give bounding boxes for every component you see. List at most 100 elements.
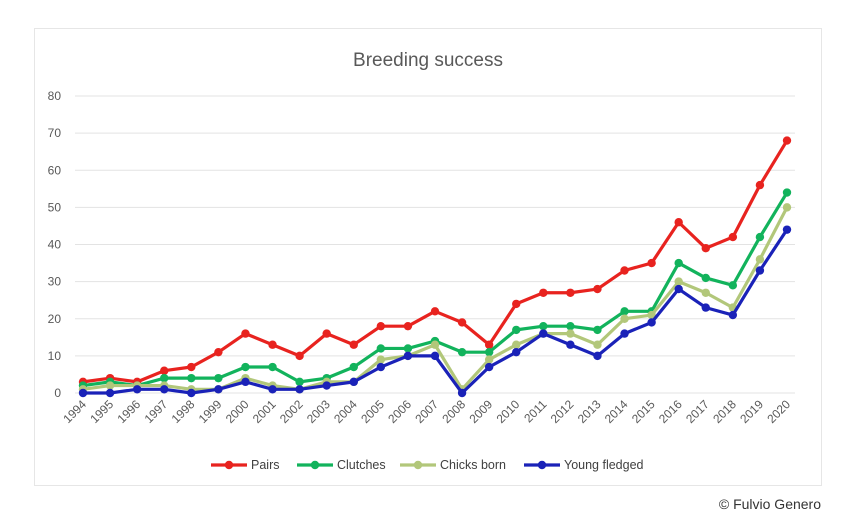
- data-point-clutches: [782, 188, 792, 197]
- x-tick-label: 2014: [602, 397, 631, 426]
- data-point-young-fledged: [322, 381, 331, 390]
- x-tick-label: 2016: [656, 397, 685, 426]
- x-tick-label: 2004: [331, 397, 360, 426]
- x-tick-label: 2013: [575, 397, 604, 426]
- legend-label-young-fledged: Young fledged: [564, 458, 644, 472]
- data-point-young-fledged: [295, 385, 304, 394]
- data-point-young-fledged: [782, 225, 792, 234]
- x-tick-label: 2011: [521, 397, 549, 425]
- x-tick-label: 1999: [196, 397, 225, 426]
- data-point-pairs: [457, 318, 467, 327]
- data-point-clutches: [349, 362, 358, 372]
- chart-frame: Breeding success 0 10 20 30 40 50 60 70 80 1994 1…: [34, 28, 822, 486]
- y-tick-label: 50: [48, 200, 62, 214]
- x-tick-label: 2010: [494, 397, 523, 426]
- data-point-clutches: [512, 325, 521, 335]
- data-point-clutches: [566, 321, 575, 331]
- series-lines: [78, 136, 792, 398]
- data-point-young-fledged: [403, 351, 413, 361]
- data-point-chicks-born: [566, 329, 575, 338]
- data-point-pairs: [674, 218, 683, 227]
- data-point-clutches: [701, 273, 710, 283]
- data-point-chicks-born: [620, 314, 629, 323]
- legend-marker-pairs: [224, 460, 234, 470]
- data-point-clutches: [755, 232, 765, 242]
- data-point-clutches: [214, 373, 223, 383]
- legend-label-clutches: Clutches: [337, 458, 386, 472]
- data-point-young-fledged: [674, 284, 683, 294]
- data-point-young-fledged: [755, 266, 765, 275]
- data-point-young-fledged: [160, 385, 169, 394]
- y-tick-label: 0: [54, 386, 61, 400]
- y-tick-label: 40: [48, 238, 62, 252]
- legend-label-pairs: Pairs: [251, 458, 279, 472]
- data-point-chicks-born: [674, 277, 683, 286]
- data-point-pairs: [160, 366, 169, 375]
- data-point-pairs: [322, 329, 331, 338]
- legend-label-chicks-born: Chicks born: [440, 458, 506, 472]
- y-tick-label: 80: [48, 89, 62, 103]
- data-point-young-fledged: [376, 362, 386, 372]
- legend-marker-chicks-born: [413, 460, 423, 470]
- y-tick-label: 10: [48, 349, 62, 363]
- x-tick-label: 2006: [385, 397, 414, 426]
- data-point-pairs: [484, 340, 494, 349]
- data-point-clutches: [403, 344, 413, 353]
- x-tick-label: 2003: [304, 397, 333, 426]
- data-point-pairs: [701, 244, 710, 253]
- legend-marker-young-fledged: [537, 460, 547, 470]
- data-point-pairs: [430, 307, 440, 316]
- data-point-pairs: [187, 362, 196, 372]
- legend-marker-clutches: [310, 460, 320, 470]
- data-point-young-fledged: [78, 388, 88, 398]
- data-point-clutches: [539, 321, 548, 331]
- data-point-young-fledged: [132, 385, 142, 394]
- x-tick-label: 1996: [114, 397, 143, 426]
- x-tick-label: 1997: [142, 397, 171, 426]
- data-point-young-fledged: [105, 388, 115, 398]
- data-point-young-fledged: [728, 310, 738, 320]
- data-point-young-fledged: [484, 362, 494, 372]
- x-tick-label: 2015: [629, 397, 658, 426]
- data-point-clutches: [484, 347, 494, 357]
- data-point-chicks-born: [512, 340, 521, 349]
- y-tick-label: 30: [48, 275, 62, 289]
- data-point-pairs: [241, 329, 250, 338]
- chart-title: Breeding success: [353, 50, 503, 71]
- data-point-young-fledged: [701, 303, 710, 312]
- y-tick-label: 20: [48, 312, 62, 326]
- data-point-chicks-born: [593, 340, 602, 349]
- data-point-chicks-born: [484, 355, 494, 364]
- data-point-young-fledged: [430, 351, 440, 361]
- data-point-young-fledged: [241, 377, 250, 387]
- data-point-pairs: [539, 288, 548, 297]
- y-tick-label: 60: [48, 163, 62, 177]
- data-point-clutches: [593, 325, 602, 335]
- data-point-clutches: [295, 377, 304, 387]
- x-tick-label: 2020: [764, 397, 793, 426]
- data-point-clutches: [160, 373, 169, 383]
- data-point-young-fledged: [457, 388, 467, 398]
- legend: Pairs Clutches Chicks born Young fledged: [211, 458, 644, 472]
- data-point-chicks-born: [647, 310, 656, 320]
- series-line-chicks-born: [82, 206, 789, 391]
- y-tick-label: 70: [48, 126, 62, 140]
- data-point-pairs: [593, 284, 602, 294]
- data-point-young-fledged: [620, 329, 629, 338]
- data-point-pairs: [512, 299, 521, 309]
- x-tick-label: 2008: [439, 397, 468, 426]
- data-point-pairs: [782, 136, 792, 145]
- data-point-young-fledged: [214, 385, 223, 394]
- data-point-pairs: [728, 232, 738, 242]
- data-point-chicks-born: [755, 255, 765, 264]
- data-point-young-fledged: [566, 340, 575, 349]
- data-point-pairs: [755, 180, 765, 190]
- data-point-clutches: [268, 362, 277, 372]
- x-tick-label: 2005: [358, 397, 387, 426]
- data-point-chicks-born: [782, 203, 792, 212]
- gridlines: [75, 95, 795, 394]
- data-point-clutches: [620, 307, 629, 316]
- x-tick-label: 2009: [466, 397, 495, 426]
- data-point-pairs: [620, 266, 629, 275]
- data-point-young-fledged: [647, 318, 656, 327]
